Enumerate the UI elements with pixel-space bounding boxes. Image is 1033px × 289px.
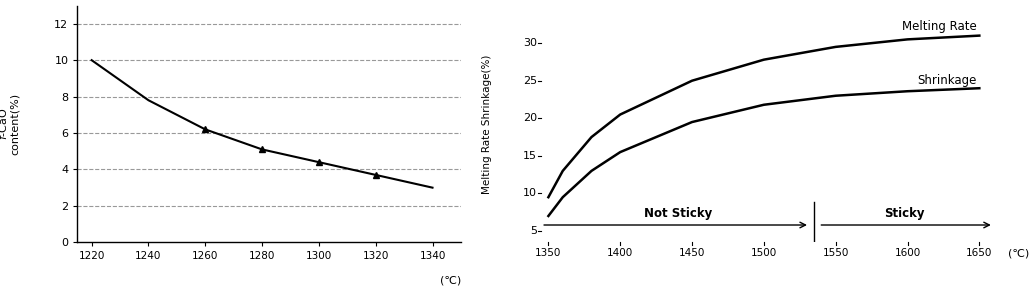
- Text: 1450: 1450: [679, 248, 706, 258]
- Text: Not Sticky: Not Sticky: [644, 208, 712, 221]
- Text: (℃): (℃): [440, 275, 461, 286]
- Text: $f$-CaO
content(%): $f$-CaO content(%): [0, 93, 21, 155]
- Text: Melting Rate Shrinkage(%): Melting Rate Shrinkage(%): [481, 54, 492, 194]
- Text: Melting Rate: Melting Rate: [902, 20, 976, 33]
- Text: 1600: 1600: [895, 248, 920, 258]
- Text: 10: 10: [523, 188, 537, 199]
- Text: 5: 5: [530, 226, 537, 236]
- Text: 25: 25: [523, 76, 537, 86]
- Text: 15: 15: [523, 151, 537, 161]
- Text: 1550: 1550: [822, 248, 849, 258]
- Text: 30: 30: [523, 38, 537, 48]
- Text: 1650: 1650: [966, 248, 993, 258]
- Text: Shrinkage: Shrinkage: [917, 74, 976, 87]
- Text: 1500: 1500: [751, 248, 777, 258]
- Text: 1350: 1350: [535, 248, 562, 258]
- Text: 1400: 1400: [607, 248, 633, 258]
- Text: (℃): (℃): [1008, 248, 1029, 258]
- Text: Sticky: Sticky: [883, 208, 925, 221]
- Text: 20: 20: [523, 113, 537, 123]
